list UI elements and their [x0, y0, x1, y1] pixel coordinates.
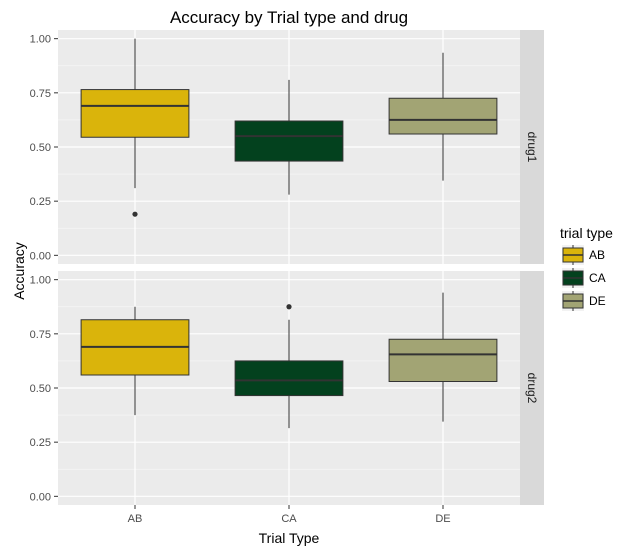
outlier-point — [132, 211, 138, 217]
facet-panels: 0.00 0.25 0.50 0.75 1.00 drug1 0.00 0.25 0.50 0.7… — [30, 30, 544, 505]
facet-strip — [520, 271, 544, 505]
legend-entry-CA: CA — [562, 268, 606, 288]
x-axis: AB CA DE — [128, 505, 451, 525]
box-DE — [388, 292, 498, 422]
facet-strip-label: drug2 — [525, 373, 539, 404]
box-CA — [234, 304, 344, 429]
box-AB — [80, 38, 190, 217]
y-tick-label: 0.00 — [30, 250, 51, 262]
facet-panel-drug1: 0.00 0.25 0.50 0.75 1.00 drug1 — [30, 30, 544, 264]
legend: trial type AB CA DE — [560, 225, 613, 311]
legend-entry-label: AB — [589, 248, 605, 262]
x-tick-label: CA — [281, 513, 297, 525]
legend-entry-label: DE — [589, 294, 606, 308]
box-DE — [388, 52, 498, 181]
chart-title: Accuracy by Trial type and drug — [170, 8, 408, 27]
y-tick-label: 0.25 — [30, 437, 51, 449]
box-body — [234, 120, 344, 162]
legend-entry-DE: DE — [562, 291, 606, 311]
box-body — [234, 360, 344, 397]
y-axis-title: Accuracy — [11, 242, 27, 300]
facet-panel-drug2: 0.00 0.25 0.50 0.75 1.00 drug2 — [30, 271, 544, 505]
y-tick-label: 0.50 — [30, 142, 51, 154]
legend-entry-AB: AB — [562, 245, 605, 265]
y-tick-label: 1.00 — [30, 34, 51, 46]
y-tick-label: 0.00 — [30, 491, 51, 503]
y-tick-label: 0.50 — [30, 383, 51, 395]
y-tick-label: 0.25 — [30, 196, 51, 208]
x-tick-label: DE — [435, 513, 450, 525]
box-AB — [80, 306, 190, 416]
box-body — [80, 89, 190, 138]
x-tick-label: AB — [128, 513, 143, 525]
y-tick-label: 0.75 — [30, 88, 51, 100]
x-axis-title: Trial Type — [259, 530, 320, 546]
y-tick-label: 1.00 — [30, 275, 51, 287]
box-CA — [234, 79, 344, 195]
facet-strip-label: drug1 — [525, 132, 539, 163]
legend-title: trial type — [560, 225, 613, 241]
box-body — [388, 97, 498, 135]
facet-strip — [520, 30, 544, 264]
box-body — [388, 338, 498, 382]
y-tick-label: 0.75 — [30, 329, 51, 341]
legend-entry-label: CA — [589, 271, 606, 285]
outlier-point — [286, 304, 292, 310]
